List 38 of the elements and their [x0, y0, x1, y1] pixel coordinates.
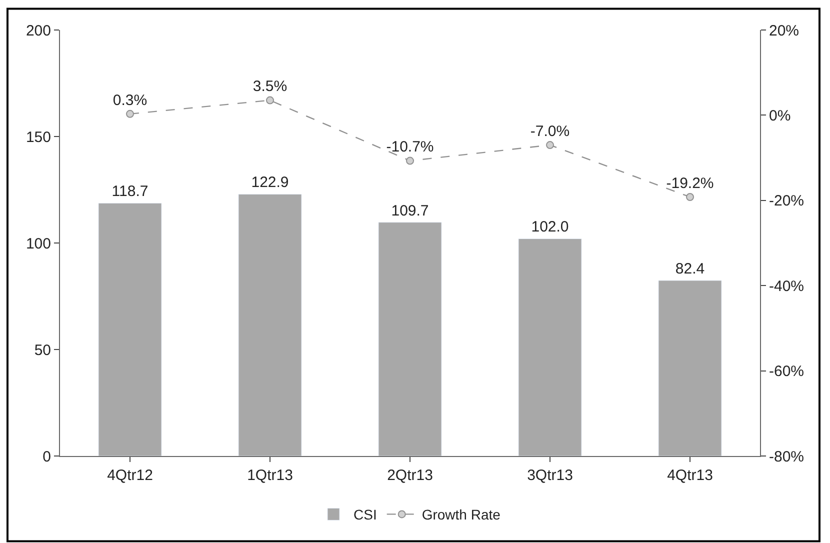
data-label: 109.7: [391, 202, 429, 220]
y2-tick-label: -40%: [769, 278, 804, 295]
x-tick-label: 3Qtr13: [527, 467, 573, 484]
bar: [658, 280, 722, 456]
data-label: -10.7%: [386, 138, 434, 156]
y2-tick-label: -60%: [769, 363, 804, 380]
x-tick-label: 2Qtr13: [387, 467, 433, 484]
data-label: 82.4: [675, 260, 705, 278]
bar: [518, 238, 582, 456]
bar: [238, 194, 302, 456]
y-tick-label: 0: [42, 448, 51, 466]
y-tick-label: 150: [26, 128, 51, 146]
y-tick-label: 50: [34, 342, 51, 359]
data-label: -7.0%: [530, 122, 570, 140]
y2-tick-label: 20%: [769, 22, 800, 40]
data-label: -19.2%: [666, 174, 714, 192]
y2-tick-label: 0%: [769, 107, 791, 124]
x-tick-label: 4Qtr12: [107, 467, 153, 484]
point: [406, 156, 414, 165]
legend-label: CSI: [354, 506, 377, 523]
data-label: 118.7: [112, 183, 148, 200]
point: [546, 141, 554, 150]
data-label: 102.0: [531, 218, 569, 236]
y-tick-label: 200: [26, 22, 51, 40]
point: [686, 192, 694, 201]
point: [126, 110, 134, 118]
y2-tick-label: -20%: [769, 192, 804, 210]
x-tick-label: 1Qtr13: [247, 467, 293, 484]
y-tick-label: 100: [26, 235, 51, 252]
bar: [378, 222, 442, 456]
data-label: 0.3%: [112, 92, 148, 109]
x-tick-label: 4Qtr13: [667, 467, 713, 484]
data-label: 122.9: [251, 174, 289, 192]
legend-label: Growth Rate: [422, 506, 501, 523]
y2-tick-label: -80%: [769, 448, 804, 466]
point: [266, 96, 274, 104]
data-label: 3.5%: [252, 78, 288, 96]
bar: [98, 202, 162, 456]
